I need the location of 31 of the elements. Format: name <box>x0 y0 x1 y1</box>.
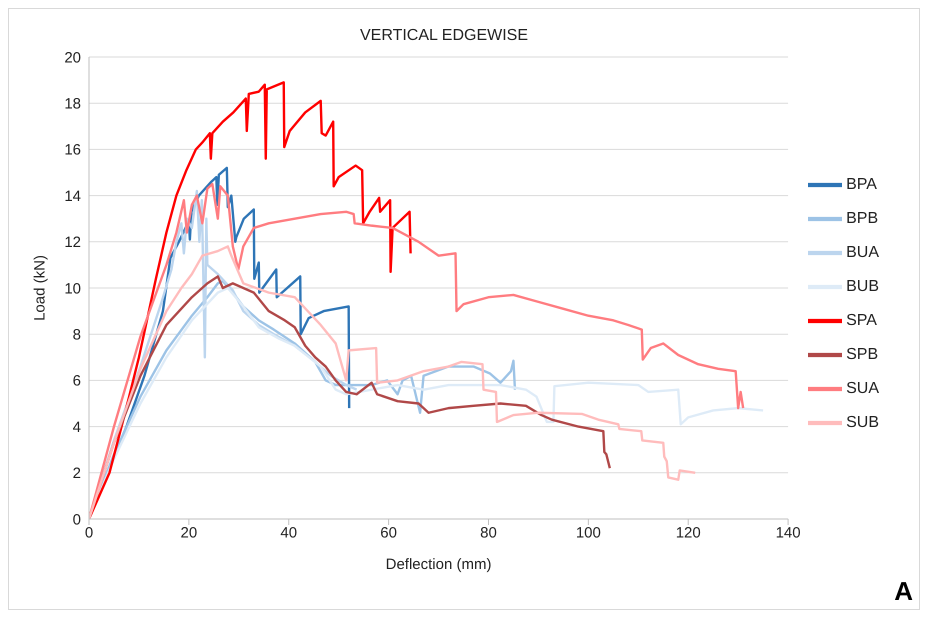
y-tick-label: 8 <box>72 326 81 344</box>
x-tick-label: 140 <box>776 524 801 542</box>
y-tick-label: 6 <box>72 372 81 390</box>
legend-label: BPA <box>846 176 877 194</box>
x-tick-label: 0 <box>84 524 94 542</box>
legend-label: SUB <box>846 414 879 432</box>
legend-label: BPB <box>846 210 878 228</box>
y-tick-label: 20 <box>64 49 81 66</box>
legend-label: SUA <box>846 380 879 398</box>
y-tick-label: 2 <box>72 465 81 482</box>
y-tick-label: 12 <box>64 234 81 252</box>
legend-label: SPB <box>846 346 878 364</box>
x-tick-label: 60 <box>380 524 397 542</box>
x-tick-label: 40 <box>280 524 298 542</box>
y-axis-title: Load (kN) <box>31 255 48 321</box>
y-tick-label: 14 <box>64 188 81 205</box>
y-tick-label: 16 <box>64 142 81 159</box>
y-tick-label: 0 <box>72 511 81 528</box>
legend-label: BUA <box>846 244 879 262</box>
x-tick-label: 120 <box>676 524 701 542</box>
chart-title: VERTICAL EDGEWISE <box>358 27 530 45</box>
text: A <box>894 576 913 607</box>
x-axis-title: Deflection (mm) <box>386 556 492 573</box>
legend-label: SPA <box>846 312 877 330</box>
y-tick-label: 4 <box>72 418 81 436</box>
x-tick-label: 20 <box>180 524 198 542</box>
x-tick-label: 100 <box>576 524 601 542</box>
y-tick-label: 18 <box>64 96 81 113</box>
legend-label: BUB <box>846 278 879 296</box>
y-tick-label: 10 <box>64 280 81 298</box>
x-tick-label: 80 <box>480 524 497 542</box>
